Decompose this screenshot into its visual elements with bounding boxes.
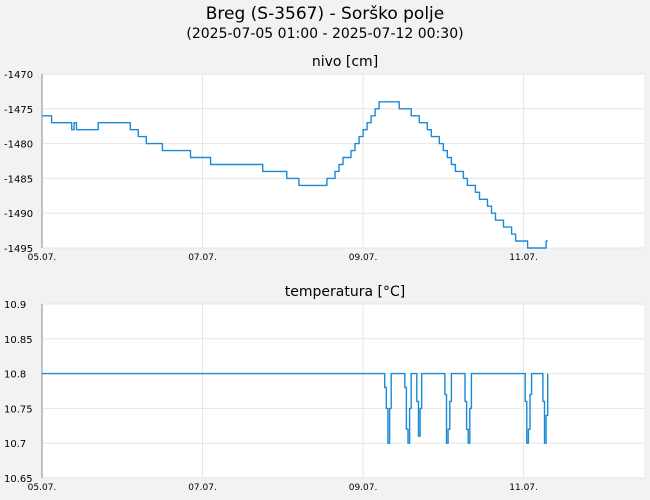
x-tick-label: 05.07. <box>28 483 57 493</box>
y-tick-label: 10.8 <box>4 370 26 381</box>
y-tick-label: 10.7 <box>4 439 26 450</box>
series-line-1-0 <box>42 372 549 444</box>
y-tick-label: -1470 <box>4 70 33 81</box>
y-tick-label: -1495 <box>4 244 33 255</box>
y-tick-label: -1480 <box>4 140 33 151</box>
panel-title: temperatura [°C] <box>285 284 405 300</box>
panel-title: nivo [cm] <box>312 54 378 70</box>
chart-subtitle: (2025-07-05 01:00 - 2025-07-12 00:30) <box>186 26 464 42</box>
x-tick-label: 07.07. <box>188 253 217 263</box>
x-tick-label: 05.07. <box>28 253 57 263</box>
x-tick-label: 11.07. <box>509 483 538 493</box>
y-tick-label: -1485 <box>4 174 33 185</box>
y-tick-label: -1490 <box>4 209 33 220</box>
y-tick-label: 10.65 <box>4 474 33 485</box>
x-tick-label: 07.07. <box>188 483 217 493</box>
x-tick-label: 11.07. <box>509 253 538 263</box>
y-tick-label: 10.85 <box>4 335 33 346</box>
chart-title: Breg (S-3567) - Sorško polje <box>205 4 445 24</box>
y-tick-label: -1475 <box>4 105 33 116</box>
x-tick-label: 09.07. <box>349 253 378 263</box>
x-tick-label: 09.07. <box>349 483 378 493</box>
series-line-0-0 <box>42 101 548 249</box>
y-tick-label: 10.9 <box>4 300 26 311</box>
plot-area <box>42 304 644 478</box>
y-tick-label: 10.75 <box>4 404 33 415</box>
